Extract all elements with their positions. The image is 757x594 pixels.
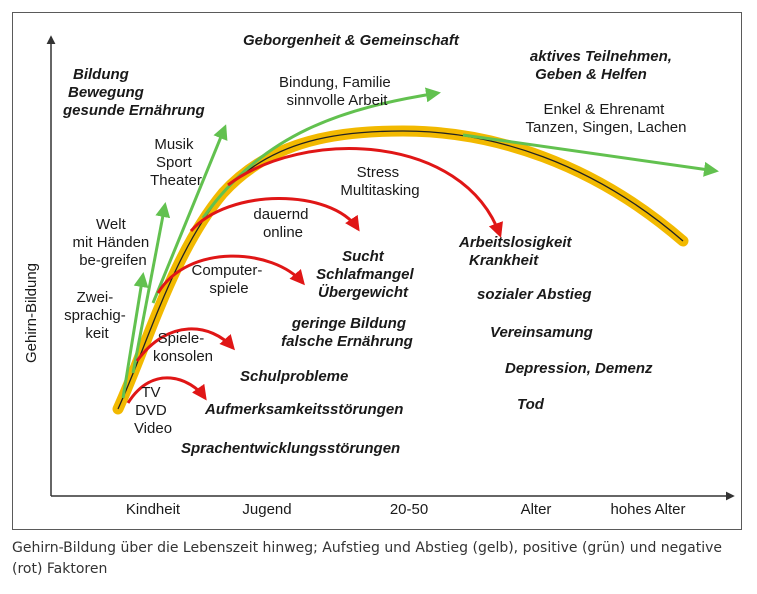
label-enkel-ehrenamt: Enkel & Ehrenamt Tanzen, Singen, Lachen: [526, 101, 687, 136]
label-geborgenheit: Geborgenheit & Gemeinschaft: [243, 32, 460, 49]
main-life-curve-core: [117, 130, 684, 410]
positive-arrow-musik: [151, 124, 228, 304]
diagram-frame: Gehirn-Bildung Kindheit Jugend 20-50 Alt…: [12, 12, 742, 530]
label-welt-haenden: Welt mit Händen be-greifen: [73, 216, 154, 269]
positive-arrow-welt: [131, 202, 171, 374]
negative-arrow-konsolen: [135, 327, 235, 362]
positive-arrow-bindung: [201, 87, 441, 219]
label-tod: Tod: [517, 396, 545, 413]
figure-caption: Gehirn-Bildung über die Lebenszeit hinwe…: [12, 540, 723, 577]
label-musik-sport-theater: Musik Sport Theater: [150, 136, 202, 189]
label-arbeitslosigkeit: Arbeitslosigkeit Krankheit: [458, 234, 576, 269]
label-zweisprachigkeit: Zwei- sprachig- keit: [64, 289, 130, 342]
label-computerspiele: Computer- spiele: [191, 262, 266, 297]
positive-arrow-enkel: [462, 133, 719, 177]
y-axis-label: Gehirn-Bildung: [23, 263, 40, 363]
label-stress-multitasking: Stress Multitasking: [340, 164, 419, 199]
label-bildung-bewegung: Bildung Bewegung gesunde Ernährung: [62, 66, 205, 119]
label-schulprobleme: Schulprobleme: [240, 368, 348, 385]
label-aufmerksamkeitsstoerungen: Aufmerksamkeitsstörungen: [204, 401, 403, 418]
x-tick-20-50: 20-50: [390, 501, 428, 518]
x-tick-hohes-alter: hohes Alter: [610, 501, 685, 518]
negative-arrow-online: [189, 197, 360, 232]
x-tick-jugend: Jugend: [242, 501, 291, 518]
label-tv-dvd-video: TV DVD Video: [134, 384, 172, 437]
label-depression-demenz: Depression, Demenz: [505, 360, 653, 377]
negative-arrow-tv: [126, 376, 207, 404]
label-sucht-schlafmangel: Sucht Schlafmangel Übergewicht: [316, 248, 418, 301]
life-curve-diagram: Gehirn-Bildung Kindheit Jugend 20-50 Alt…: [23, 32, 735, 518]
negative-arrow-stress: [227, 147, 503, 238]
x-tick-kindheit: Kindheit: [126, 501, 181, 518]
negative-arrow-computer: [156, 254, 305, 294]
label-vereinsamung: Vereinsamung: [490, 324, 593, 341]
label-sozialer-abstieg: sozialer Abstieg: [477, 286, 591, 303]
label-sprachentwicklungsstoerungen: Sprachentwicklungsstörungen: [181, 440, 400, 457]
label-spielekonsolen: Spiele- konsolen: [153, 330, 213, 365]
label-aktives-teilnehmen: aktives Teilnehmen, Geben & Helfen: [530, 48, 676, 83]
positive-arrow-zweisprachigkeit: [121, 272, 149, 399]
label-geringe-bildung: geringe Bildung falsche Ernährung: [281, 315, 413, 350]
label-bindung-familie: Bindung, Familie sinnvolle Arbeit: [279, 74, 395, 109]
x-tick-alter: Alter: [521, 501, 552, 518]
label-dauernd-online: dauernd online: [253, 206, 312, 241]
